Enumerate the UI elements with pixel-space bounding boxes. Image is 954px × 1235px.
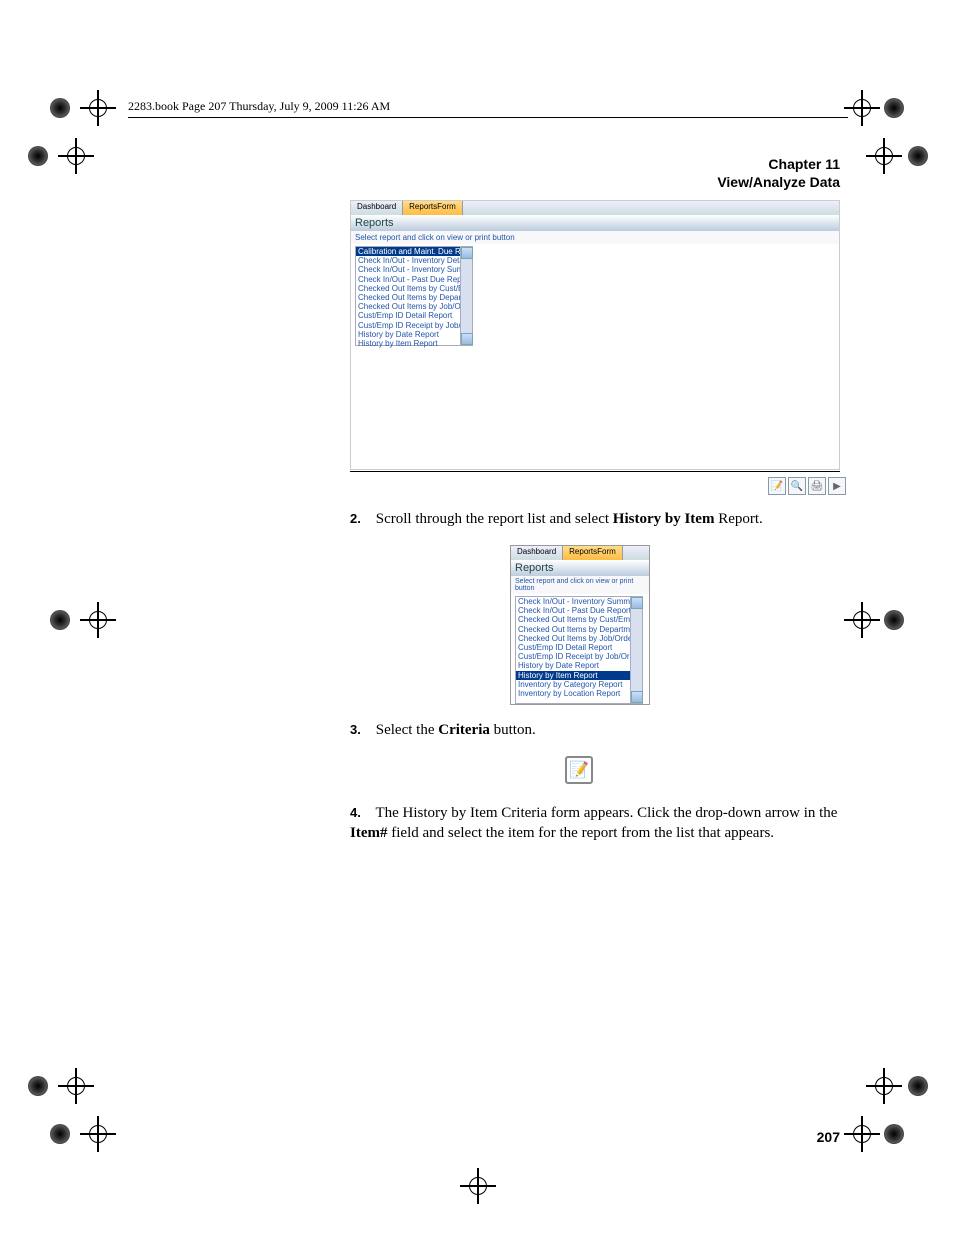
reg-dot <box>28 146 48 166</box>
report-list[interactable]: Check In/Out - Inventory SummaryCheck In… <box>516 597 642 698</box>
list-item[interactable]: Checked Out Items by Cust/Emp ID <box>516 615 642 624</box>
list-item[interactable]: Calibration and Maint. Due Report <box>356 247 472 256</box>
list-item[interactable]: Checked Out Items by Cust/Emp ID <box>356 284 472 293</box>
list-item[interactable]: Check In/Out - Past Due Report <box>356 275 472 284</box>
list-item[interactable]: Check In/Out - Past Due Report <box>516 606 642 615</box>
step-number: 3. <box>350 721 372 739</box>
chapter-header: Chapter 11 View/Analyze Data <box>717 155 840 191</box>
step-3: 3. Select the Criteria button. <box>350 720 840 740</box>
report-list[interactable]: Calibration and Maint. Due ReportCheck I… <box>356 247 472 348</box>
list-item[interactable]: Checked Out Items by Department <box>356 293 472 302</box>
list-item[interactable]: Checked Out Items by Job/Order # <box>356 302 472 311</box>
reg-dot <box>50 1124 70 1144</box>
reg-cross <box>58 1068 94 1104</box>
list-item[interactable]: Checked Out Items by Job/Order # <box>516 634 642 643</box>
scroll-up-icon[interactable] <box>631 597 643 609</box>
step-text: Scroll through the report list and selec… <box>376 511 763 527</box>
scroll-up-icon[interactable] <box>461 247 473 259</box>
list-item[interactable]: Check In/Out - Inventory Summary <box>516 597 642 606</box>
reg-cross <box>844 602 880 638</box>
step-text: Select the Criteria button. <box>376 722 536 738</box>
step-4: 4. The History by Item Criteria form app… <box>350 803 840 844</box>
reg-dot <box>50 610 70 630</box>
step-number: 2. <box>350 510 372 528</box>
window-tabs: Dashboard ReportsForm <box>511 546 649 560</box>
book-header-text: 2283.book Page 207 Thursday, July 9, 200… <box>128 99 390 113</box>
list-item[interactable]: Check In/Out - Inventory Details <box>356 256 472 265</box>
list-item[interactable]: Inventory by Location Report <box>516 689 642 698</box>
reg-cross <box>844 1116 880 1152</box>
panel-title: Reports <box>511 560 649 576</box>
panel-subtitle: Select report and click on view or print… <box>351 231 839 244</box>
page-number: 207 <box>817 1129 840 1145</box>
reg-dot <box>28 1076 48 1096</box>
reports-window-screenshot-scrolled: Dashboard ReportsForm Reports Select rep… <box>510 545 650 705</box>
reg-cross <box>844 90 880 126</box>
reg-dot <box>50 98 70 118</box>
reg-cross <box>866 1068 902 1104</box>
list-item[interactable]: Inventory by Category Report <box>516 680 642 689</box>
tab-dashboard[interactable]: Dashboard <box>351 201 403 215</box>
tab-reportsform[interactable]: ReportsForm <box>403 201 463 215</box>
exit-button[interactable]: ▶ <box>828 477 846 495</box>
panel-subtitle: Select report and click on view or print… <box>511 576 649 594</box>
panel-title: Reports <box>351 215 839 231</box>
list-item[interactable]: History by Item Report <box>356 339 472 348</box>
list-item[interactable]: Cust/Emp ID Detail Report <box>516 643 642 652</box>
page-content: 2283.book Page 207 Thursday, July 9, 200… <box>110 95 840 1145</box>
list-item[interactable]: Check In/Out - Inventory Summary <box>356 265 472 274</box>
tab-reportsform[interactable]: ReportsForm <box>563 546 623 560</box>
chapter-title: View/Analyze Data <box>717 173 840 191</box>
list-item[interactable]: Cust/Emp ID Receipt by Job/Order# <box>356 321 472 330</box>
list-item[interactable]: Cust/Emp ID Receipt by Job/Order# <box>516 652 642 661</box>
divider <box>350 471 840 472</box>
book-header: 2283.book Page 207 Thursday, July 9, 200… <box>128 99 390 114</box>
scrollbar[interactable] <box>630 597 642 703</box>
list-item[interactable]: Checked Out Items by Department <box>516 625 642 634</box>
scrollbar[interactable] <box>460 247 472 345</box>
step-2: 2. Scroll through the report list and se… <box>350 509 840 529</box>
reg-dot <box>908 1076 928 1096</box>
reg-cross <box>866 138 902 174</box>
print-button[interactable]: 🖨 <box>808 477 826 495</box>
scroll-down-icon[interactable] <box>461 333 473 345</box>
reg-dot <box>884 98 904 118</box>
toolbar: 📝 🔍 🖨 ▶ <box>768 477 846 495</box>
list-item[interactable]: History by Date Report <box>356 330 472 339</box>
reg-cross <box>58 138 94 174</box>
reg-dot <box>884 1124 904 1144</box>
step-number: 4. <box>350 804 372 822</box>
list-item[interactable]: Cust/Emp ID Detail Report <box>356 311 472 320</box>
list-item[interactable]: History by Date Report <box>516 661 642 670</box>
reg-cross <box>460 1168 496 1204</box>
preview-button[interactable]: 🔍 <box>788 477 806 495</box>
scroll-down-icon[interactable] <box>631 691 643 703</box>
criteria-button[interactable]: 📝 <box>768 477 786 495</box>
step-text: The History by Item Criteria form appear… <box>350 805 837 841</box>
reg-dot <box>908 146 928 166</box>
window-tabs: Dashboard ReportsForm <box>351 201 839 215</box>
tab-dashboard[interactable]: Dashboard <box>511 546 563 560</box>
criteria-icon: 📝 <box>565 756 593 784</box>
chapter-number: Chapter 11 <box>717 155 840 173</box>
list-item[interactable]: History by Item Report <box>516 671 642 680</box>
reports-window-screenshot: Dashboard ReportsForm Reports Select rep… <box>350 200 840 470</box>
reg-dot <box>884 610 904 630</box>
